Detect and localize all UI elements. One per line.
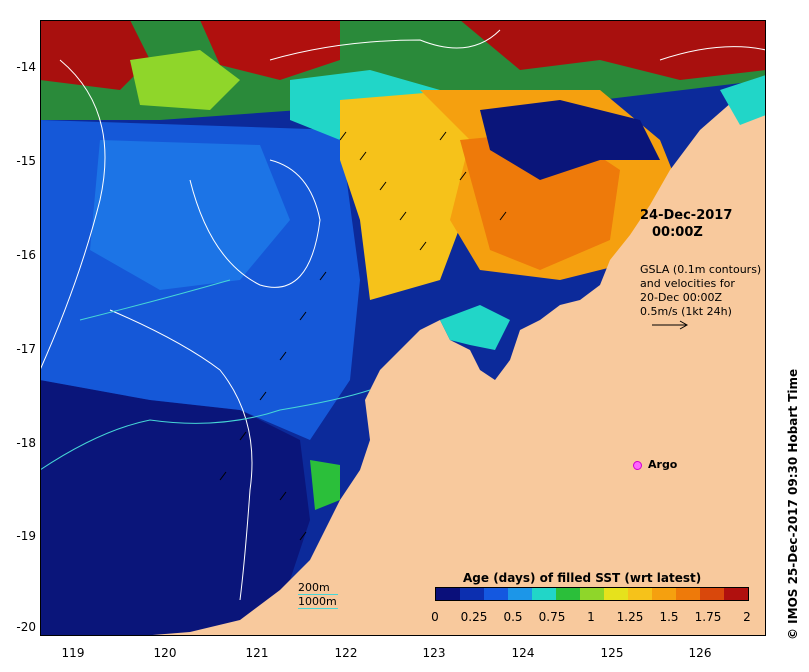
x-tick-label: 125 <box>600 646 624 660</box>
argo-float-icon <box>633 460 642 470</box>
valid-time-date: 24-Dec-2017 <box>640 208 733 223</box>
y-tick-label: -19 <box>16 529 36 543</box>
colorbar-tick: 2 <box>743 610 751 624</box>
colorbar-tick: 0.75 <box>538 610 566 624</box>
colorbar-border <box>435 587 749 601</box>
depth-200-label: 200m <box>298 581 330 594</box>
velocity-scale-arrow-icon <box>652 320 689 330</box>
ocean-deep-region <box>40 380 310 636</box>
gsla-contour <box>189 159 321 288</box>
isobath-line <box>79 279 231 321</box>
y-tick-label: -16 <box>16 248 36 262</box>
y-tick-label: -14 <box>16 60 36 74</box>
red-patch-nw <box>40 20 150 90</box>
gsla-contour <box>40 59 106 371</box>
y-tick-label: -18 <box>16 436 36 450</box>
colorbar-title: Age (days) of filled SST (wrt latest) <box>463 571 702 585</box>
colorbar-segment <box>556 588 581 600</box>
y-tick-label: -17 <box>16 342 36 356</box>
valid-time-label: 24-Dec-2017 00:00Z <box>640 207 732 241</box>
map-panel[interactable] <box>40 20 766 636</box>
y-tick-label: -20 <box>16 620 36 634</box>
colorbar-tick: 1.5 <box>659 610 679 624</box>
x-tick-label: 121 <box>245 646 269 660</box>
gsla-line: 20-Dec 00:00Z <box>640 291 722 304</box>
x-tick-label: 123 <box>422 646 446 660</box>
colorbar-segment <box>676 588 701 600</box>
dark-blue-patch-ne <box>480 100 660 180</box>
sst-map[interactable] <box>40 20 766 636</box>
argo-label: Argo <box>648 458 678 471</box>
gsla-line: 0.5m/s (1kt 24h) <box>640 305 732 318</box>
green-patch-n <box>130 50 240 110</box>
velocity-arrows <box>219 131 507 541</box>
colorbar-segment <box>532 588 557 600</box>
colorbar-segment <box>508 588 533 600</box>
colorbar-segment <box>436 588 461 600</box>
depth-1000-line <box>298 608 338 609</box>
colorbar-segment <box>652 588 677 600</box>
depth-200-line <box>298 594 338 595</box>
x-tick-label: 124 <box>511 646 535 660</box>
yellow-region <box>340 90 500 300</box>
colorbar-tick: 1 <box>587 610 595 624</box>
coastal-cyan-strip <box>440 305 510 350</box>
isobath-line <box>40 389 371 471</box>
gsla-line: and velocities for <box>640 277 735 290</box>
depth-1000-label: 1000m <box>298 595 337 608</box>
x-tick-label: 120 <box>153 646 177 660</box>
gsla-line: GSLA (0.1m contours) <box>640 263 762 276</box>
colorbar-tick: 0.25 <box>460 610 488 624</box>
colorbar-segment <box>700 588 725 600</box>
coastal-cyan-ne <box>720 75 766 125</box>
colorbar-tick: 1.75 <box>694 610 722 624</box>
land-australia <box>140 80 766 636</box>
coastal-green-patch <box>310 460 340 510</box>
x-tick-label: 126 <box>688 646 712 660</box>
x-tick-label: 119 <box>61 646 85 660</box>
colorbar <box>435 587 749 601</box>
colorbar-tick: 1.25 <box>616 610 644 624</box>
red-patch-n <box>200 20 340 80</box>
colorbar-segment <box>484 588 509 600</box>
colorbar-tick: 0 <box>431 610 439 624</box>
valid-time-hour: 00:00Z <box>652 225 703 240</box>
colorbar-segment <box>628 588 653 600</box>
colorbar-segment <box>580 588 605 600</box>
ocean-light-patch <box>90 140 290 290</box>
x-tick-label: 122 <box>334 646 358 660</box>
colorbar-segment <box>604 588 629 600</box>
colorbar-segment <box>724 588 749 600</box>
map-border <box>40 20 766 636</box>
depth-legend: 200m 1000m <box>298 581 338 609</box>
argo-marker[interactable]: Argo <box>633 458 677 471</box>
imos-credit: © IMOS 25-Dec-2017 09:30 Hobart Time <box>786 368 800 640</box>
red-patch-ne <box>460 20 766 80</box>
gsla-note: GSLA (0.1m contours) and velocities for … <box>640 263 761 319</box>
gsla-contour <box>109 309 253 601</box>
gsla-contour <box>269 29 501 61</box>
y-tick-label: -15 <box>16 154 36 168</box>
colorbar-segment <box>460 588 485 600</box>
colorbar-tick: 0.5 <box>503 610 523 624</box>
gsla-contour <box>659 46 766 61</box>
